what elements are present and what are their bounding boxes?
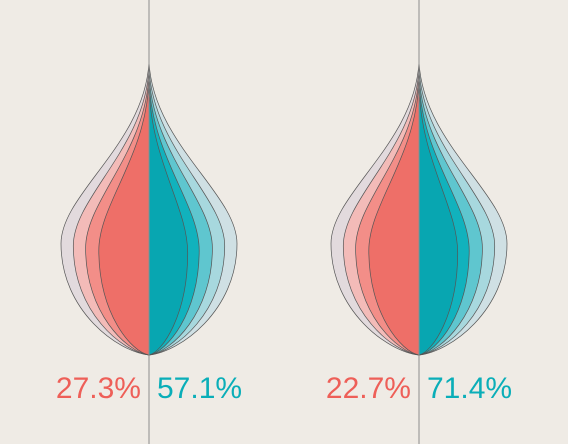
value-label-2-red: 22.7% <box>326 372 411 405</box>
drop-1-teal-layer-5 <box>148 85 189 356</box>
drop-2-teal-layer-5 <box>418 85 459 356</box>
drop-chart-1 <box>60 61 238 356</box>
drop-1-red-layer-4 <box>98 79 150 356</box>
drop-chart-2 <box>330 61 508 356</box>
value-label-1-teal: 57.1% <box>157 372 242 405</box>
drop-2-red-layer-4 <box>368 79 420 356</box>
value-label-1-red: 27.3% <box>56 372 141 405</box>
value-label-2-teal: 71.4% <box>427 372 512 405</box>
